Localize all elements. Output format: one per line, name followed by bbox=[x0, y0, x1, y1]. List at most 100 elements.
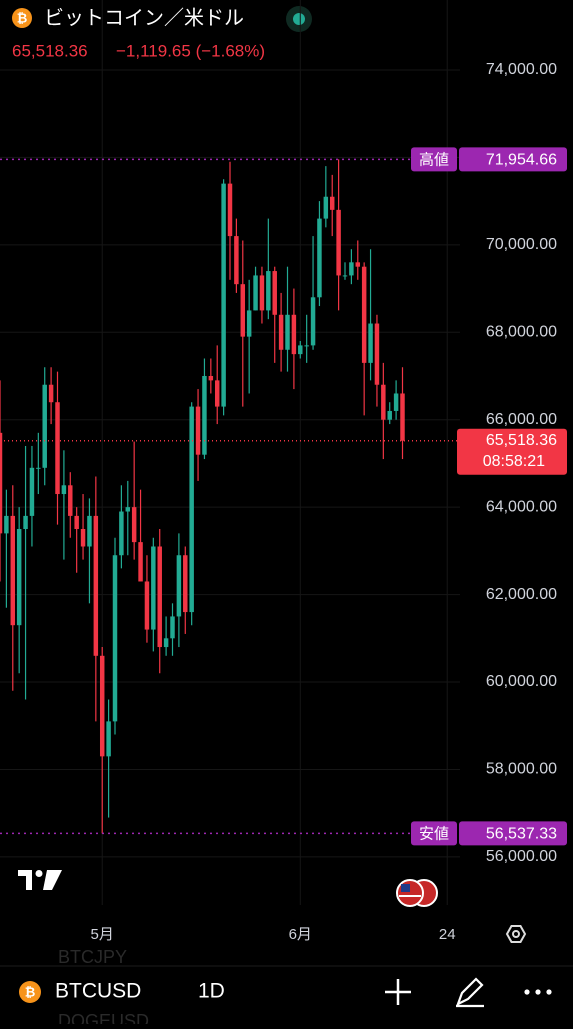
settings-button[interactable] bbox=[505, 925, 527, 943]
settings-hole bbox=[512, 930, 520, 938]
level-caption: 安値 bbox=[419, 825, 449, 842]
level-value-box bbox=[459, 821, 567, 846]
add-button[interactable] bbox=[385, 979, 411, 1005]
level-value: 56,537.33 bbox=[486, 826, 557, 843]
candle-body bbox=[131, 507, 137, 543]
candle-body bbox=[368, 323, 373, 363]
flag-canton bbox=[401, 884, 410, 892]
candle-body bbox=[36, 467, 41, 469]
candle-body bbox=[221, 183, 226, 407]
logo-part bbox=[35, 870, 43, 877]
candle-body bbox=[374, 323, 380, 385]
candle-body bbox=[23, 515, 28, 530]
coin-glyph: ₿ bbox=[25, 984, 36, 999]
last-price: 65,518.36 bbox=[12, 41, 88, 60]
price-label: 65,518.36 bbox=[486, 432, 557, 449]
candle-body bbox=[163, 638, 169, 648]
candle-body bbox=[42, 384, 47, 468]
candle-body bbox=[291, 314, 297, 355]
candle-body bbox=[400, 393, 405, 441]
candle-body bbox=[387, 410, 392, 420]
countdown-label: 08:58:21 bbox=[483, 453, 545, 470]
level-caption-box bbox=[411, 821, 457, 846]
candle-body bbox=[16, 529, 22, 626]
draw-button[interactable] bbox=[456, 977, 484, 1008]
y-tick-label: 74,000.00 bbox=[486, 61, 557, 78]
candle-body bbox=[246, 310, 252, 337]
candle-body bbox=[253, 275, 258, 311]
candle-body bbox=[361, 266, 367, 363]
candle-body bbox=[342, 275, 348, 277]
candle-body bbox=[278, 314, 284, 350]
price-box bbox=[457, 428, 567, 475]
candle-body bbox=[336, 209, 341, 276]
candle-body bbox=[183, 555, 188, 613]
tv-logo bbox=[18, 870, 62, 890]
level-caption-box bbox=[411, 147, 457, 172]
candle-body bbox=[195, 406, 201, 455]
candle-body bbox=[214, 380, 220, 407]
candle-body bbox=[61, 485, 67, 495]
settings-shape bbox=[505, 925, 527, 943]
status-dot bbox=[293, 13, 305, 25]
logo-part bbox=[18, 870, 32, 890]
candle-body bbox=[349, 262, 354, 276]
candle-body bbox=[93, 515, 99, 656]
candle-body bbox=[157, 546, 162, 648]
candle-body bbox=[55, 402, 60, 495]
candle-body bbox=[323, 196, 329, 219]
dot bbox=[524, 989, 530, 995]
plot: 56,000.00 58,000.00 60,000.00 62,000.00 64,0… bbox=[0, 0, 567, 943]
interval-button[interactable]: 1D bbox=[198, 980, 225, 1003]
level-value-box bbox=[459, 147, 567, 172]
candle-body bbox=[68, 485, 73, 516]
candle-body bbox=[4, 515, 9, 534]
ghost-symbol: DOGEUSD bbox=[58, 1011, 149, 1024]
candle-body bbox=[144, 581, 150, 630]
y-tick-label: 64,000.00 bbox=[486, 498, 557, 515]
candle-body bbox=[106, 721, 111, 757]
level-value: 71,954.66 bbox=[486, 152, 557, 169]
level-caption: 高値 bbox=[419, 151, 449, 168]
candle-body bbox=[170, 616, 175, 639]
y-tick-label: 70,000.00 bbox=[486, 236, 557, 253]
ghost-symbol: BTCJPY bbox=[58, 947, 127, 967]
logo-part bbox=[43, 870, 62, 890]
candle-body bbox=[80, 529, 86, 547]
candle-body bbox=[29, 467, 35, 516]
candle-body bbox=[266, 271, 271, 311]
candle-body bbox=[304, 345, 309, 347]
candle-body bbox=[119, 511, 124, 556]
candle-body bbox=[298, 345, 303, 355]
candle-body bbox=[10, 515, 16, 626]
candle-body bbox=[285, 314, 290, 350]
price-change: −1,119.65 (−1.68%) bbox=[116, 41, 265, 60]
more-button[interactable] bbox=[524, 989, 552, 995]
candle-body bbox=[234, 236, 239, 285]
candle-body bbox=[0, 432, 3, 534]
candle-body bbox=[272, 271, 277, 315]
dot bbox=[546, 989, 552, 995]
y-tick-label: 58,000.00 bbox=[486, 761, 557, 778]
flag-icons bbox=[396, 879, 438, 907]
candle-body bbox=[189, 406, 194, 613]
candle-body bbox=[259, 275, 265, 311]
candle-body bbox=[227, 183, 233, 237]
dot bbox=[535, 989, 541, 995]
y-tick-label: 60,000.00 bbox=[486, 673, 557, 690]
candle-body bbox=[74, 515, 79, 530]
candle-body bbox=[355, 262, 361, 267]
y-tick-label: 56,000.00 bbox=[486, 848, 557, 865]
candle-body bbox=[240, 284, 246, 337]
candle-body bbox=[138, 542, 143, 582]
candle-body bbox=[99, 655, 105, 757]
symbol-title: ビットコイン／米ドル bbox=[44, 6, 244, 29]
candle-body bbox=[329, 196, 335, 210]
y-tick-label: 62,000.00 bbox=[486, 586, 557, 603]
candle-body bbox=[48, 384, 54, 403]
x-tick-label: 5月 bbox=[91, 926, 114, 943]
coin-icon bbox=[19, 981, 41, 1003]
symbol-button[interactable]: BTCUSD bbox=[55, 980, 141, 1003]
